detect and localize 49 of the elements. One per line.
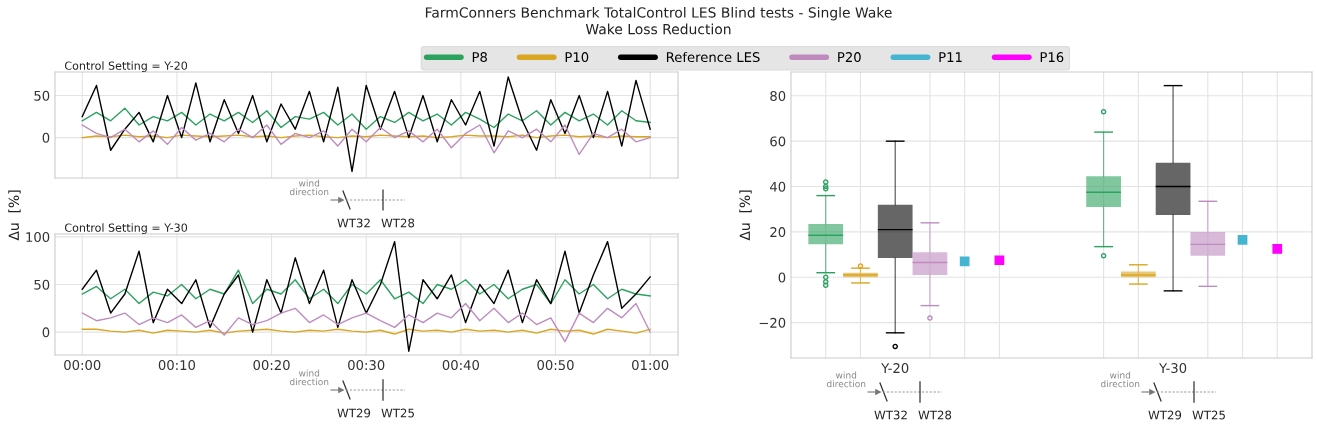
line-series: [81, 240, 651, 352]
x-tick-label: 00:20: [253, 360, 290, 371]
y-tick-label: 80: [770, 91, 786, 102]
text: WT28: [918, 410, 952, 420]
y-tick-label: −20: [759, 317, 786, 328]
y-tick-label: 0: [42, 132, 50, 143]
chart-title: Control Setting = Y-20: [64, 61, 188, 72]
y-tick-label: 40: [769, 181, 786, 192]
legend-label: P20: [838, 52, 861, 63]
line-series: [81, 124, 651, 156]
y-tick-label: 50: [34, 90, 50, 101]
legend-label: Reference LES: [666, 51, 760, 63]
line-series: [81, 76, 651, 172]
text: WT32: [874, 410, 907, 420]
text: wind direction: [289, 179, 329, 196]
y-axis-title: Δu [%]: [8, 190, 21, 241]
y-tick-label: 0: [42, 327, 50, 338]
x-tick-label: 00:30: [348, 360, 385, 371]
text: wind direction: [826, 371, 866, 388]
legend-label: P16: [1040, 52, 1064, 63]
y-tick-label: 50: [34, 279, 50, 290]
x-tick-label: 00:10: [158, 360, 196, 371]
y-axis-title: Δu [%]: [739, 190, 752, 241]
legend-label: P10: [565, 52, 589, 63]
x-tick-label: 00:00: [64, 360, 101, 371]
line-series: [81, 269, 651, 305]
text: WT28: [381, 218, 415, 228]
x-tick-label: 00:40: [442, 360, 480, 371]
text: WT25: [1192, 410, 1225, 420]
legend-label: P11: [939, 52, 962, 62]
text: WT32: [337, 218, 370, 228]
x-tick-label: 00:50: [537, 360, 574, 371]
text: FarmConners Benchmark TotalControl LES Blind tests - Single Wake Wake Loss Reduction: [425, 6, 892, 35]
line-series: [81, 302, 651, 343]
y-tick-label: 100: [26, 232, 50, 243]
chart-title: Control Setting = Y-30: [64, 223, 188, 234]
y-tick-label: 60: [770, 136, 786, 147]
line-series: [81, 107, 651, 130]
x-tick-label: Y-20: [881, 363, 909, 374]
text: wind direction: [1100, 371, 1140, 388]
text: WT29: [1148, 410, 1182, 420]
x-tick-label: Y-30: [1159, 363, 1187, 374]
x-tick-label: 01:00: [632, 360, 669, 371]
text: WT29: [337, 408, 371, 418]
text: wind direction: [289, 369, 329, 386]
legend-label: P8: [472, 52, 487, 63]
y-tick-label: 0: [778, 272, 786, 283]
text: WT25: [381, 408, 414, 418]
y-tick-label: 20: [770, 227, 786, 238]
